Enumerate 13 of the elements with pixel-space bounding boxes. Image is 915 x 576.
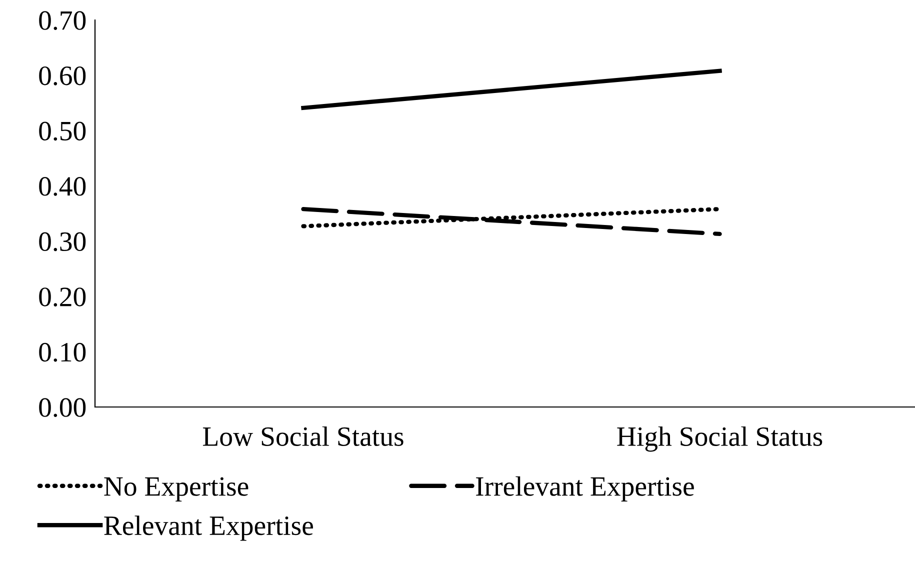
y-tick-label: 0.60 — [39, 66, 86, 86]
y-tick-label: 0.00 — [39, 398, 86, 418]
y-tick-label: 0.10 — [39, 342, 86, 362]
y-tick-label: 0.20 — [39, 288, 86, 306]
y-tick-label: 0.70 — [39, 11, 86, 30]
legend-label: No Expertise — [104, 477, 248, 502]
x-tick-label: High Social Status — [617, 426, 822, 452]
legend-label: Irrelevant Expertise — [476, 476, 694, 502]
y-tick-label: 0.30 — [39, 232, 86, 252]
y-tick-label: 0.50 — [39, 122, 86, 141]
legend-label: Relevant Expertise — [104, 516, 313, 541]
x-tick-label: Low Social Status — [202, 426, 404, 446]
y-tick-label: 0.40 — [39, 177, 86, 196]
